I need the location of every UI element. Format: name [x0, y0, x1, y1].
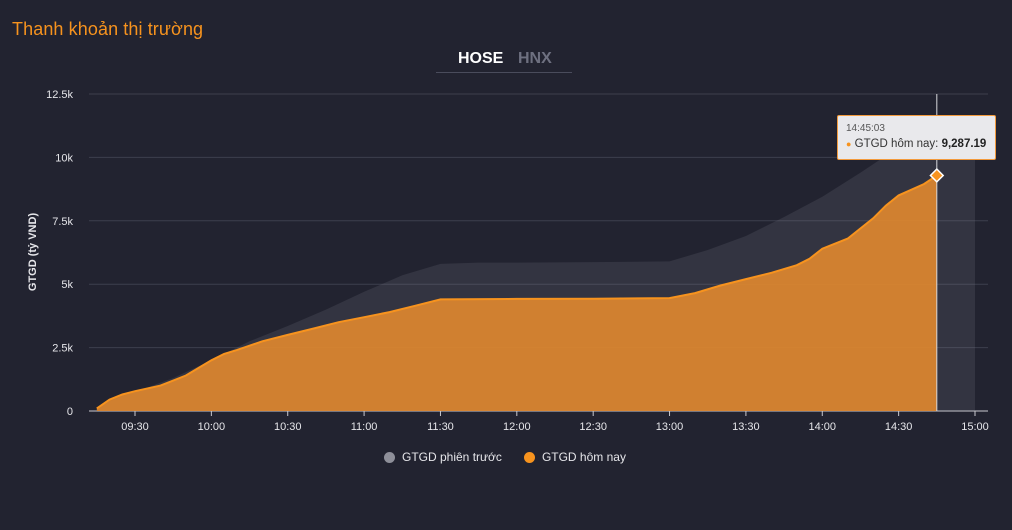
exchange-tabs: HOSE HNX	[436, 48, 572, 73]
legend-swatch-today-icon	[523, 451, 535, 463]
x-tick-label: 10:30	[274, 421, 302, 433]
x-tick-label: 14:00	[809, 421, 837, 433]
x-tick-label: 13:30	[732, 421, 760, 433]
x-axis-ticks: 09:30 10:00 10:30 11:00 11:30 12:00 12:30 13:00…	[121, 411, 989, 433]
legend-swatch-previous-icon	[384, 451, 395, 463]
y-tick-label: 5k	[61, 279, 73, 291]
x-tick-label: 15:00	[961, 421, 989, 433]
y-tick-label: 0	[67, 406, 73, 418]
tooltip-time: 14:45:03	[846, 123, 885, 134]
y-tick-label: 10k	[55, 152, 73, 164]
hover-marker	[929, 168, 945, 183]
x-tick-label: 11:00	[351, 421, 378, 433]
tooltip-dot-icon: ●	[846, 139, 852, 149]
x-tick-label: 12:00	[503, 421, 531, 433]
x-tick-label: 10:00	[198, 421, 226, 433]
y-axis-label: GTGD (tỷ VND)	[27, 213, 39, 292]
y-tick-label: 12.5k	[46, 89, 73, 101]
chart-legend: GTGD phiên trước GTGD hôm nay	[384, 450, 626, 464]
tooltip-value: 9,287.19	[941, 138, 987, 150]
legend-item-previous-session[interactable]: GTGD phiên trước	[384, 450, 502, 464]
legend-label-previous: GTGD phiên trước	[402, 450, 502, 464]
legend-item-today[interactable]: GTGD hôm nay	[523, 450, 626, 464]
y-axis-ticks: 0 2.5k 5k 7.5k 10k 12.5k	[46, 89, 73, 418]
x-tick-label: 13:00	[656, 421, 684, 433]
panel-title: Thanh khoản thị trường	[12, 19, 204, 39]
x-tick-label: 14:30	[885, 421, 913, 433]
x-tick-label: 11:30	[427, 421, 454, 433]
x-tick-label: 12:30	[579, 421, 607, 433]
x-tick-label: 09:30	[121, 421, 149, 433]
series-line-today	[96, 174, 938, 410]
series-area-today	[96, 175, 937, 411]
liquidity-chart[interactable]: 0 2.5k 5k 7.5k 10k 12.5k 09:30 10:00 10:30 11:00…	[0, 0, 1012, 445]
tooltip: 14:45:03 ● GTGD hôm nay: 9,287.19	[837, 115, 996, 160]
tab-hose[interactable]: HOSE	[458, 50, 504, 67]
legend-label-today: GTGD hôm nay	[541, 450, 626, 464]
y-tick-label: 2.5k	[52, 343, 73, 355]
tab-hnx[interactable]: HNX	[518, 50, 552, 67]
tooltip-series-label: GTGD hôm nay	[854, 138, 936, 150]
tooltip-row: ● GTGD hôm nay: 9,287.19	[846, 138, 987, 150]
y-tick-label: 7.5k	[52, 216, 73, 228]
